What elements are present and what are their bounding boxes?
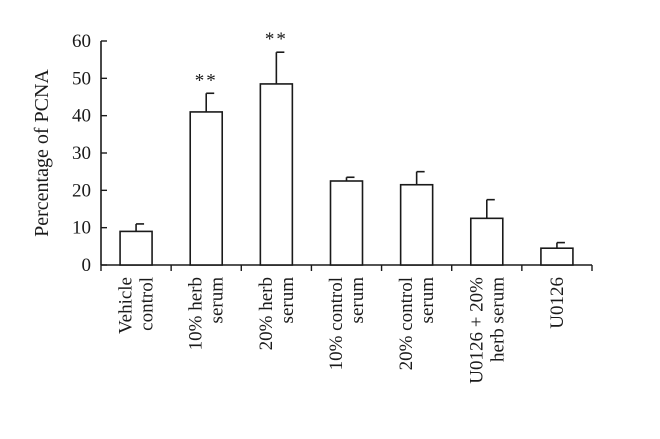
x-category-label: Vehiclecontrol — [116, 277, 158, 334]
bar — [119, 230, 153, 266]
x-category-label-line: 20% control — [396, 277, 417, 370]
x-category-label-line: serum — [417, 277, 438, 324]
axes: 0 10 20 30 40 50 60 — [72, 31, 593, 276]
x-category-label-line: serum — [347, 277, 368, 324]
x-category-label-line: Vehicle — [116, 277, 137, 334]
y-tick-label: 60 — [72, 31, 91, 52]
bar — [189, 111, 224, 266]
bar — [540, 247, 574, 266]
x-category-label: 20% herbserum — [256, 277, 298, 351]
x-category-label: U0126 + 20%herb serum — [466, 277, 508, 384]
y-tick-label: 0 — [82, 255, 92, 276]
bars — [119, 51, 574, 266]
x-category-label-line: U0126 + 20% — [466, 277, 487, 384]
bar — [399, 183, 434, 266]
y-axis-label: Percentage of PCNA — [31, 69, 53, 237]
x-category-label-line: 20% herb — [256, 277, 277, 350]
x-category-label-line: serum — [277, 277, 298, 324]
x-category-label-line: control — [137, 277, 158, 331]
y-tick-label: 10 — [72, 218, 91, 239]
x-category-label-line: 10% control — [326, 277, 347, 370]
y-tick-label: 30 — [72, 143, 91, 164]
significance-marker: ** — [265, 29, 288, 50]
bar — [469, 217, 504, 266]
x-category-label-line: serum — [207, 277, 228, 324]
x-category-label: 10% controlserum — [326, 277, 368, 371]
bar — [259, 83, 294, 266]
x-category-label: 20% controlserum — [396, 277, 438, 371]
x-category-label: U0126 — [547, 277, 568, 329]
x-category-label-line: U0126 — [547, 277, 568, 329]
y-tick-label: 20 — [72, 180, 91, 201]
x-category-label: 10% herbserum — [186, 277, 228, 351]
x-category-label-line: 10% herb — [186, 277, 207, 350]
y-tick-label: 40 — [72, 106, 91, 127]
bar — [329, 180, 364, 266]
x-category-label-line: herb serum — [487, 277, 508, 362]
labels: Vehiclecontrol**10% herbserum**20% herbs… — [116, 29, 568, 384]
significance-marker: ** — [195, 70, 218, 91]
y-tick-label: 50 — [72, 68, 91, 89]
